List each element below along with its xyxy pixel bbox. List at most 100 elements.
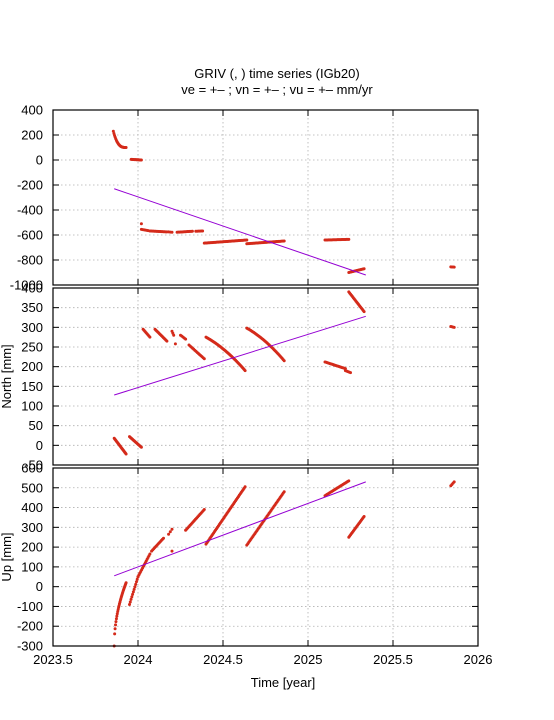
data-point: [115, 614, 119, 618]
data-point: [282, 239, 286, 243]
y-tick-label: -600: [17, 228, 43, 243]
data-point: [245, 238, 249, 242]
data-point: [202, 357, 206, 361]
y-tick-label: 300: [21, 520, 43, 535]
panel-up: -300 -200 -100 0 100 200 300 400 500 600 2023.5 202…: [0, 461, 492, 668]
plot-frame-east: [52, 109, 479, 286]
x-tick-label: 2023.5: [33, 652, 73, 667]
data-point: [128, 600, 132, 604]
data-point: [201, 229, 205, 233]
data-point: [139, 222, 143, 226]
data-point: [362, 514, 366, 518]
x-axis-label: Time [year]: [251, 675, 316, 690]
data-point: [243, 485, 247, 489]
data-point: [184, 337, 188, 341]
panels-group: -100 0 -800 -600 -400 -200 0 200 400 -50 0 50 100 150…: [0, 103, 492, 668]
data-point: [167, 532, 171, 536]
y-tick-label: 200: [21, 359, 43, 374]
y-tick-label: 400: [21, 103, 43, 118]
data-point: [282, 359, 286, 363]
trend-line-east: [114, 188, 366, 276]
data-point: [113, 627, 117, 631]
data-point: [135, 577, 139, 581]
data-point: [168, 530, 172, 534]
x-tick-label: 2026: [464, 652, 493, 667]
data-point: [347, 479, 351, 483]
y-axis-label-up: Up [mm]: [0, 532, 14, 581]
y-tick-label: 350: [21, 300, 43, 315]
data-point: [362, 310, 366, 314]
data-point: [139, 445, 143, 449]
data-point: [114, 623, 118, 627]
y-tick-label: 200: [21, 540, 43, 555]
y-tick-label: 100: [21, 399, 43, 414]
trend-line-north: [114, 315, 366, 396]
data-point: [113, 632, 117, 636]
y-tick-label: -400: [17, 203, 43, 218]
chart-subtitle: ve = +– ; vn = +– ; vu = +– mm/yr: [181, 82, 373, 97]
data-point: [124, 452, 128, 456]
data-point: [133, 585, 137, 589]
data-point: [124, 581, 128, 585]
y-tick-label: 200: [21, 128, 43, 143]
data-point: [148, 335, 152, 339]
data-point: [452, 480, 456, 484]
y-tick-label: -50: [24, 458, 43, 473]
data-point: [124, 146, 128, 149]
y-axis-label-north: North [mm]: [0, 344, 14, 408]
data-point: [347, 237, 351, 241]
x-tick-label: 2025: [294, 652, 323, 667]
data-point: [170, 230, 174, 234]
x-tick-label: 2024: [124, 652, 153, 667]
data-point: [139, 158, 143, 162]
data-point: [114, 617, 118, 621]
data-point: [131, 592, 135, 596]
data-point: [452, 325, 456, 329]
y-tick-label: 50: [29, 418, 43, 433]
data-point: [162, 536, 165, 540]
y-tick-label: 0: [36, 153, 43, 168]
panel-east: -1000 -800 -600 -400 -200 0 200 400: [10, 103, 479, 293]
y-tick-label: 500: [21, 480, 43, 495]
data-point: [172, 333, 176, 337]
y-tick-label: 600: [21, 461, 43, 476]
y-tick-label: -800: [17, 253, 43, 268]
data-point: [134, 580, 138, 584]
data-point: [165, 339, 169, 343]
y-tick-label: 0: [36, 438, 43, 453]
y-tick-label: -100: [17, 599, 43, 614]
data-point: [134, 582, 138, 586]
data-point: [130, 595, 134, 599]
y-tick-label: 400: [21, 500, 43, 515]
y-tick-label: 300: [21, 320, 43, 335]
data-point: [452, 265, 456, 269]
data-point: [170, 549, 174, 553]
data-point: [114, 620, 118, 624]
y-tick-label: -300: [17, 639, 43, 654]
panel-north: -50 0 50 100 150 200 250 300 350 400 North [mm]: [0, 281, 479, 473]
plot-frame-north: [52, 287, 479, 466]
trend-line-up: [114, 481, 366, 577]
data-point: [148, 552, 152, 556]
data-point: [128, 602, 131, 606]
y-tick-label: 250: [21, 340, 43, 355]
data-point: [115, 612, 119, 616]
data-point: [173, 342, 177, 346]
data-point: [243, 369, 247, 373]
data-point: [190, 229, 194, 233]
y-tick-label: -200: [17, 178, 43, 193]
y-tick-label: 100: [21, 559, 43, 574]
y-tick-label: 150: [21, 379, 43, 394]
plot-frame-up: [52, 467, 479, 647]
data-point: [282, 490, 286, 494]
x-tick-label: 2025.5: [373, 652, 413, 667]
data-point: [362, 267, 366, 271]
data-point: [131, 590, 135, 594]
chart-title: GRIV (, ) time series (IGb20): [194, 66, 359, 81]
x-tick-label: 2024.5: [203, 652, 243, 667]
data-point: [129, 597, 133, 601]
data-point: [170, 527, 174, 531]
y-tick-label: 0: [36, 579, 43, 594]
y-tick-label: -200: [17, 619, 43, 634]
